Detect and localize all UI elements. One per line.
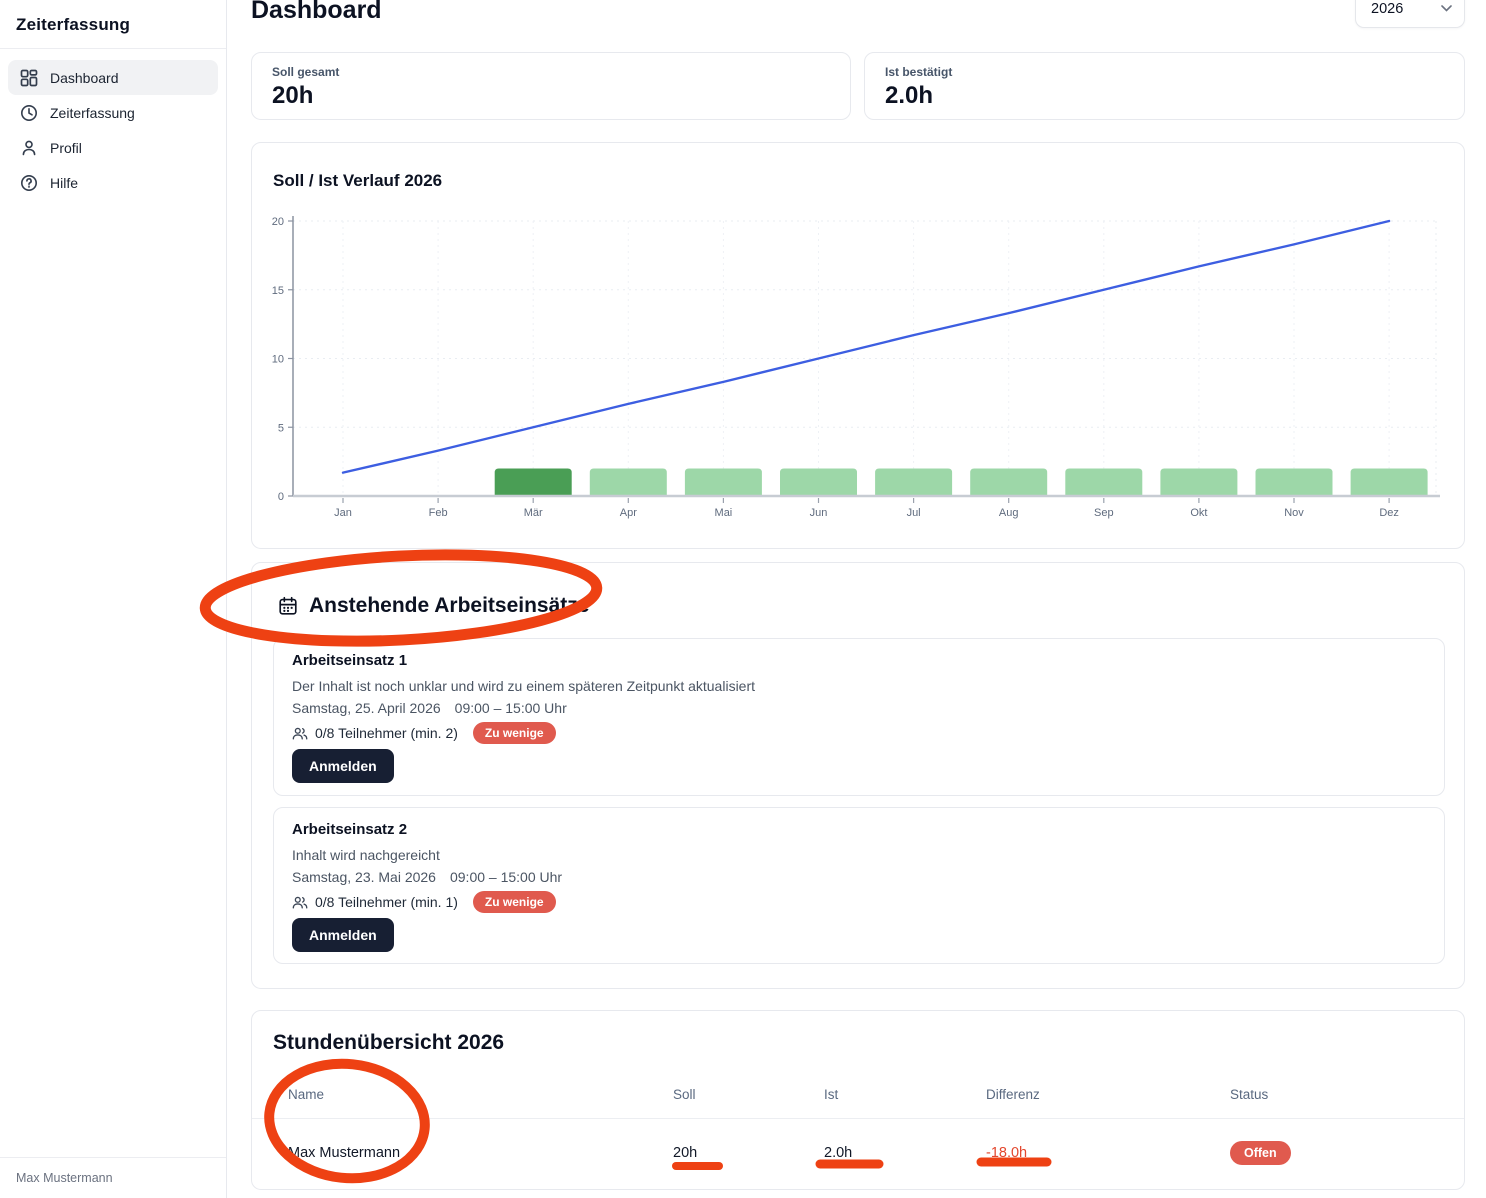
hours-table-card: Stundenübersicht 2026 Name Soll Ist Diff…	[251, 1010, 1465, 1190]
svg-text:20: 20	[272, 216, 284, 228]
cell-name: Max Mustermann	[288, 1145, 401, 1161]
hours-table-title: Stundenübersicht 2026	[273, 1031, 505, 1054]
user-icon	[22, 140, 36, 155]
event-date: Samstag, 23. Mai 2026 09:00 – 15:00 Uhr	[292, 869, 562, 885]
chevron-down-icon	[1441, 5, 1452, 12]
svg-text:15: 15	[272, 285, 284, 297]
dashboard-grid-icon	[20, 69, 38, 86]
svg-text:Feb: Feb	[429, 507, 448, 519]
event-date-text: Samstag, 25. April 2026	[292, 700, 441, 716]
svg-text:Jan: Jan	[334, 507, 352, 519]
stat-value: 2.0h	[885, 82, 934, 109]
sidebar-item-label: Hilfe	[50, 174, 79, 191]
stat-value: 20h	[272, 82, 314, 109]
col-soll: Soll	[673, 1087, 696, 1102]
event-time-text: 09:00 – 15:00 Uhr	[454, 700, 567, 716]
sidebar: Zeiterfassung Dashboard Zeiterfassung Pr…	[0, 0, 227, 1198]
svg-text:Aug: Aug	[999, 507, 1019, 519]
page-title: Dashboard	[251, 0, 382, 24]
svg-text:Sep: Sep	[1094, 507, 1114, 519]
clock-icon	[21, 104, 37, 121]
assignments-heading-label: Anstehende Arbeitseinsätze	[309, 594, 590, 617]
chart-card: Soll / Ist Verlauf 2026 0 5 10 15 20 Jan Feb Mä…	[251, 142, 1465, 549]
event-participants-text: 0/8 Teilnehmer (min. 1)	[315, 894, 458, 910]
col-status: Status	[1230, 1087, 1269, 1102]
event-date-text: Samstag, 23. Mai 2026	[292, 869, 436, 885]
sidebar-item-label: Zeiterfassung	[50, 104, 135, 121]
app-title: Zeiterfassung	[0, 0, 226, 49]
sidebar-nav: Dashboard Zeiterfassung Profil Hilfe	[0, 49, 226, 211]
anmelden-button[interactable]: Anmelden	[292, 749, 394, 783]
anmelden-button[interactable]: Anmelden	[292, 918, 394, 952]
svg-text:Dez: Dez	[1379, 507, 1399, 519]
sidebar-user: Max Mustermann	[0, 1157, 226, 1198]
stat-label: Soll gesamt	[272, 65, 340, 79]
svg-text:5: 5	[278, 422, 284, 434]
svg-text:Apr: Apr	[620, 507, 637, 519]
event-title: Arbeitseinsatz 2	[292, 821, 408, 838]
soll-ist-chart: 0 5 10 15 20 Jan Feb Mär Apr Mai Jun Jul Aug Sep Okt No…	[272, 216, 1440, 519]
svg-text:Jun: Jun	[810, 507, 828, 519]
calendar-icon	[279, 596, 297, 615]
col-ist: Ist	[824, 1087, 839, 1102]
table-header: Name Soll Ist Differenz Status	[252, 1087, 1464, 1102]
sidebar-item-dashboard[interactable]: Dashboard	[8, 60, 218, 95]
svg-text:Jul: Jul	[907, 507, 921, 519]
users-icon	[292, 896, 308, 908]
cell-differenz: -18.0h	[986, 1145, 1028, 1161]
event-date: Samstag, 25. April 2026 09:00 – 15:00 Uhr	[292, 700, 567, 716]
svg-text:0: 0	[278, 491, 284, 503]
event-participants: 0/8 Teilnehmer (min. 1) Zu wenige	[292, 891, 556, 913]
year-select-value: 2026	[1371, 0, 1404, 17]
svg-text:Mai: Mai	[715, 507, 733, 519]
event-card: Arbeitseinsatz 1 Der Inhalt ist noch unk…	[273, 638, 1445, 796]
event-description: Der Inhalt ist noch unklar und wird zu e…	[292, 678, 756, 694]
help-icon	[21, 174, 37, 191]
cell-soll: 20h	[673, 1145, 698, 1161]
svg-text:Mär: Mär	[524, 507, 543, 519]
sidebar-item-label: Dashboard	[50, 69, 119, 86]
col-differenz: Differenz	[986, 1087, 1040, 1102]
too-few-badge: Zu wenige	[472, 722, 556, 744]
too-few-badge: Zu wenige	[472, 891, 556, 913]
year-select[interactable]: 2026	[1355, 0, 1465, 28]
stat-card-ist: Ist bestätigt 2.0h	[864, 52, 1465, 120]
table-row: Max Mustermann 20h 2.0h -18.0h Offen	[252, 1131, 1464, 1175]
event-description: Inhalt wird nachgereicht	[292, 847, 440, 863]
assignments-section: Anstehende Arbeitseinsätze Arbeitseinsat…	[251, 562, 1465, 989]
stat-card-soll: Soll gesamt 20h	[251, 52, 851, 120]
cell-ist: 2.0h	[824, 1145, 853, 1161]
event-participants: 0/8 Teilnehmer (min. 2) Zu wenige	[292, 722, 556, 744]
col-name: Name	[288, 1087, 325, 1102]
users-icon	[292, 727, 308, 739]
event-participants-text: 0/8 Teilnehmer (min. 2)	[315, 725, 458, 741]
svg-text:10: 10	[272, 354, 284, 366]
sidebar-item-hilfe[interactable]: Hilfe	[8, 165, 218, 200]
chart-title: Soll / Ist Verlauf 2026	[273, 171, 443, 190]
sidebar-item-zeiterfassung[interactable]: Zeiterfassung	[8, 95, 218, 130]
event-title: Arbeitseinsatz 1	[292, 652, 408, 669]
status-badge: Offen	[1230, 1141, 1291, 1165]
table-header-divider	[252, 1118, 1464, 1119]
stat-label: Ist bestätigt	[885, 65, 953, 79]
svg-text:Nov: Nov	[1284, 507, 1304, 519]
event-time-text: 09:00 – 15:00 Uhr	[449, 869, 563, 885]
sidebar-item-profil[interactable]: Profil	[8, 130, 218, 165]
assignments-heading: Anstehende Arbeitseinsätze	[277, 594, 589, 618]
event-card: Arbeitseinsatz 2 Inhalt wird nachgereich…	[273, 807, 1445, 964]
sidebar-item-label: Profil	[50, 139, 82, 156]
svg-text:Okt: Okt	[1190, 507, 1207, 519]
